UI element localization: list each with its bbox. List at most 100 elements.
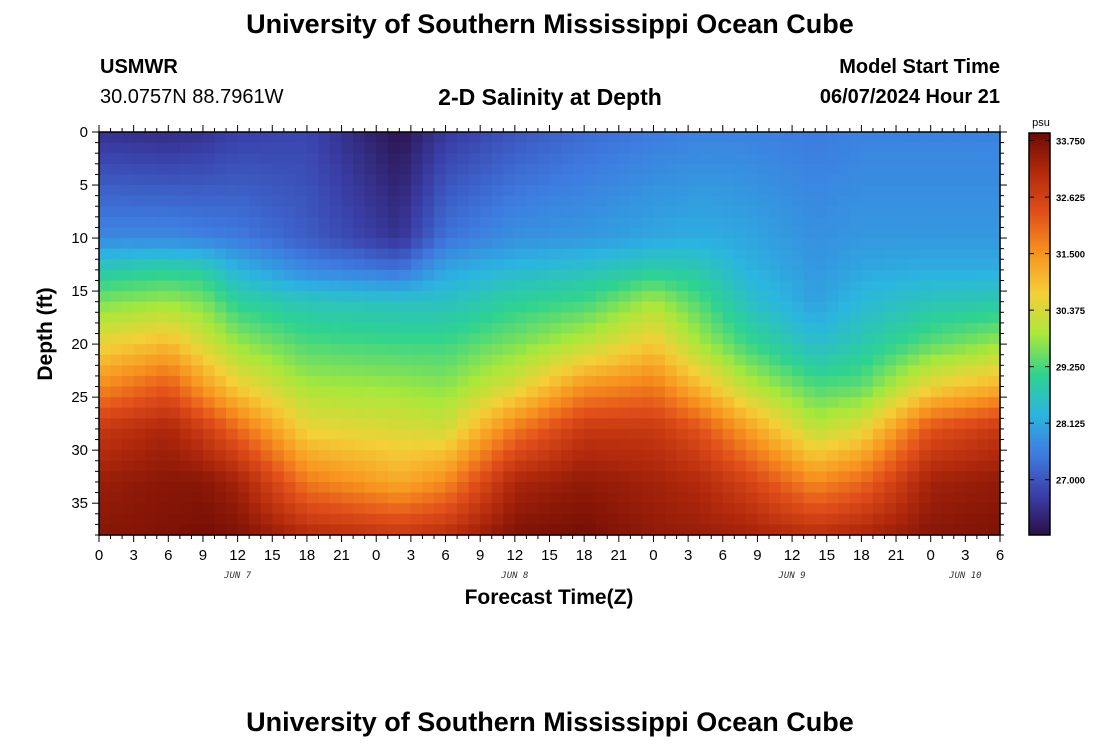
heatmap-cell: [330, 259, 343, 271]
heatmap-cell: [99, 407, 112, 419]
heatmap-cell: [584, 450, 597, 462]
heatmap-cell: [965, 322, 978, 335]
heatmap-cell: [433, 259, 447, 271]
heatmap-cell: [595, 269, 608, 282]
heatmap-cell: [780, 142, 793, 154]
heatmap-cell: [630, 513, 643, 525]
heatmap-cell: [942, 206, 955, 218]
heatmap-cell: [919, 142, 932, 154]
heatmap-cell: [526, 386, 539, 398]
heatmap-cell: [387, 132, 400, 144]
heatmap-cell: [237, 195, 250, 207]
heatmap-cell: [942, 354, 955, 366]
heatmap-cell: [330, 301, 343, 313]
heatmap-cell: [768, 163, 782, 176]
heatmap-cell: [399, 322, 412, 335]
heatmap-cell: [630, 174, 643, 186]
heatmap-cell: [653, 206, 666, 218]
heatmap-cell: [145, 460, 158, 472]
heatmap-cell: [630, 418, 643, 430]
heatmap-cell: [526, 333, 539, 345]
heatmap-cell: [861, 439, 874, 451]
heatmap-cell: [630, 280, 643, 292]
heatmap-cell: [399, 291, 412, 303]
heatmap-cell: [768, 471, 782, 483]
heatmap-cell: [503, 365, 516, 377]
heatmap-cell: [318, 439, 331, 451]
heatmap-cell: [780, 428, 793, 441]
heatmap-cell: [953, 344, 966, 356]
heatmap-cell: [295, 513, 308, 525]
heatmap-cell: [491, 344, 504, 356]
heatmap-cell: [641, 238, 655, 250]
heatmap-cell: [364, 524, 377, 536]
heatmap-cell: [919, 397, 932, 409]
heatmap-cell: [584, 259, 597, 271]
heatmap-cell: [815, 344, 828, 356]
heatmap-cell: [330, 153, 343, 165]
chart-subtitle: 2-D Salinity at Depth: [438, 84, 662, 110]
heatmap-cell: [133, 163, 146, 176]
heatmap-cell: [399, 481, 412, 494]
heatmap-cell: [572, 312, 585, 324]
heatmap-cell: [838, 503, 851, 515]
heatmap-cell: [480, 269, 493, 282]
heatmap-cell: [699, 365, 712, 377]
heatmap-cell: [919, 153, 932, 165]
heatmap-cell: [618, 312, 631, 324]
heatmap-cell: [376, 269, 389, 282]
heatmap-cell: [399, 216, 412, 229]
heatmap-cell: [919, 163, 932, 176]
heatmap-cell: [607, 301, 620, 313]
heatmap-cell: [549, 206, 562, 218]
heatmap-cell: [237, 524, 250, 536]
heatmap-cell: [422, 132, 435, 144]
heatmap-cell: [653, 132, 666, 144]
heatmap-cell: [919, 418, 932, 430]
heatmap-cell: [283, 418, 296, 430]
heatmap-cell: [826, 280, 839, 292]
heatmap-cell: [849, 344, 862, 356]
heatmap-cell: [699, 322, 712, 335]
heatmap-cell: [884, 492, 897, 504]
heatmap-cell: [942, 503, 955, 515]
heatmap-cell: [607, 312, 620, 324]
heatmap-cell: [745, 269, 759, 282]
heatmap-cell: [249, 206, 262, 218]
heatmap-cell: [838, 386, 851, 398]
heatmap-cell: [491, 185, 504, 197]
heatmap-cell: [641, 492, 655, 504]
heatmap-cell: [976, 248, 990, 260]
heatmap-cell: [145, 132, 158, 144]
heatmap-cell: [838, 333, 851, 345]
heatmap-cell: [318, 481, 331, 494]
heatmap-cell: [145, 227, 158, 239]
heatmap-cell: [930, 471, 943, 483]
heatmap-cell: [757, 269, 770, 282]
heatmap-cell: [745, 280, 759, 292]
heatmap-cell: [780, 418, 793, 430]
heatmap-cell: [364, 354, 377, 366]
heatmap-cell: [179, 513, 193, 525]
heatmap-cell: [768, 428, 782, 441]
heatmap-cell: [826, 227, 839, 239]
heatmap-cell: [376, 428, 389, 441]
heatmap-cell: [330, 481, 343, 494]
heatmap-cell: [653, 354, 666, 366]
heatmap-cell: [688, 142, 701, 154]
heatmap-cell: [318, 344, 331, 356]
heatmap-cell: [214, 142, 227, 154]
heatmap-cell: [815, 365, 828, 377]
heatmap-cell: [260, 492, 273, 504]
heatmap-cell: [780, 153, 793, 165]
heatmap-cell: [896, 344, 909, 356]
heatmap-cell: [815, 450, 828, 462]
heatmap-cell: [353, 365, 366, 377]
heatmap-cell: [595, 397, 608, 409]
heatmap-cell: [353, 227, 366, 239]
heatmap-cell: [491, 195, 504, 207]
heatmap-cell: [942, 365, 955, 377]
heatmap-cell: [110, 132, 123, 144]
heatmap-cell: [179, 185, 193, 197]
heatmap-cell: [872, 312, 886, 324]
